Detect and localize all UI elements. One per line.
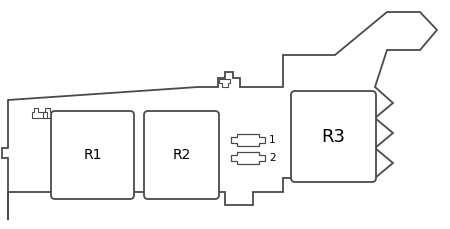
Text: R3: R3 <box>321 128 346 145</box>
FancyBboxPatch shape <box>51 111 134 199</box>
Text: R1: R1 <box>83 148 102 162</box>
FancyBboxPatch shape <box>144 111 219 199</box>
Polygon shape <box>231 134 265 146</box>
Polygon shape <box>231 152 265 164</box>
FancyBboxPatch shape <box>291 91 376 182</box>
Polygon shape <box>219 79 230 87</box>
Text: R2: R2 <box>172 148 191 162</box>
Polygon shape <box>43 112 47 118</box>
Polygon shape <box>32 108 56 118</box>
Text: 2: 2 <box>269 153 275 163</box>
Polygon shape <box>2 12 437 220</box>
Text: 1: 1 <box>269 135 275 145</box>
